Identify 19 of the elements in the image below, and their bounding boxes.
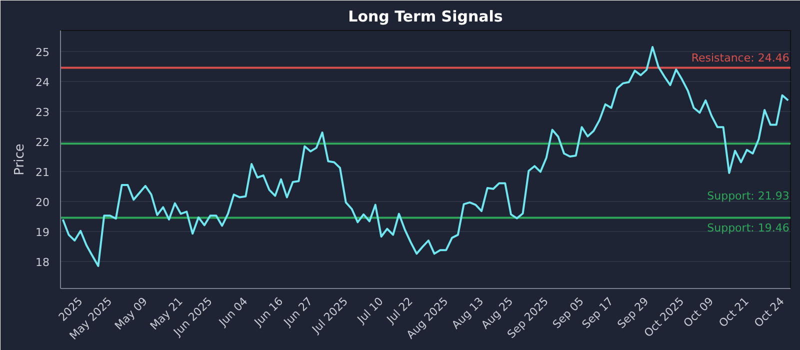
- y-tick-label: 25: [36, 46, 50, 59]
- x-tick-label: Oct 24: [752, 294, 787, 330]
- y-tick-label: 21: [36, 166, 50, 179]
- y-tick-label: 19: [36, 226, 50, 239]
- line-series: [62, 46, 790, 267]
- chart-title: Long Term Signals: [348, 8, 503, 26]
- y-tick-label: 22: [36, 136, 50, 149]
- y-tick-label: 20: [36, 196, 50, 209]
- x-tick-label: Jul 22: [384, 294, 416, 327]
- ref-line-label: Support: 21.93: [707, 189, 790, 202]
- ref-line-label: Resistance: 24.46: [691, 52, 790, 65]
- ref-line-label: Support: 19.46: [707, 222, 790, 235]
- x-tick-label: Jul 10: [354, 294, 386, 327]
- x-tick-label: Oct 21: [716, 294, 752, 330]
- y-tick-label: 18: [36, 256, 50, 269]
- x-tick-label: Jun 04: [216, 294, 250, 330]
- y-axis-title: Price: [12, 144, 28, 176]
- y-tick-label: 24: [36, 76, 50, 89]
- y-tick-label: 23: [36, 106, 50, 119]
